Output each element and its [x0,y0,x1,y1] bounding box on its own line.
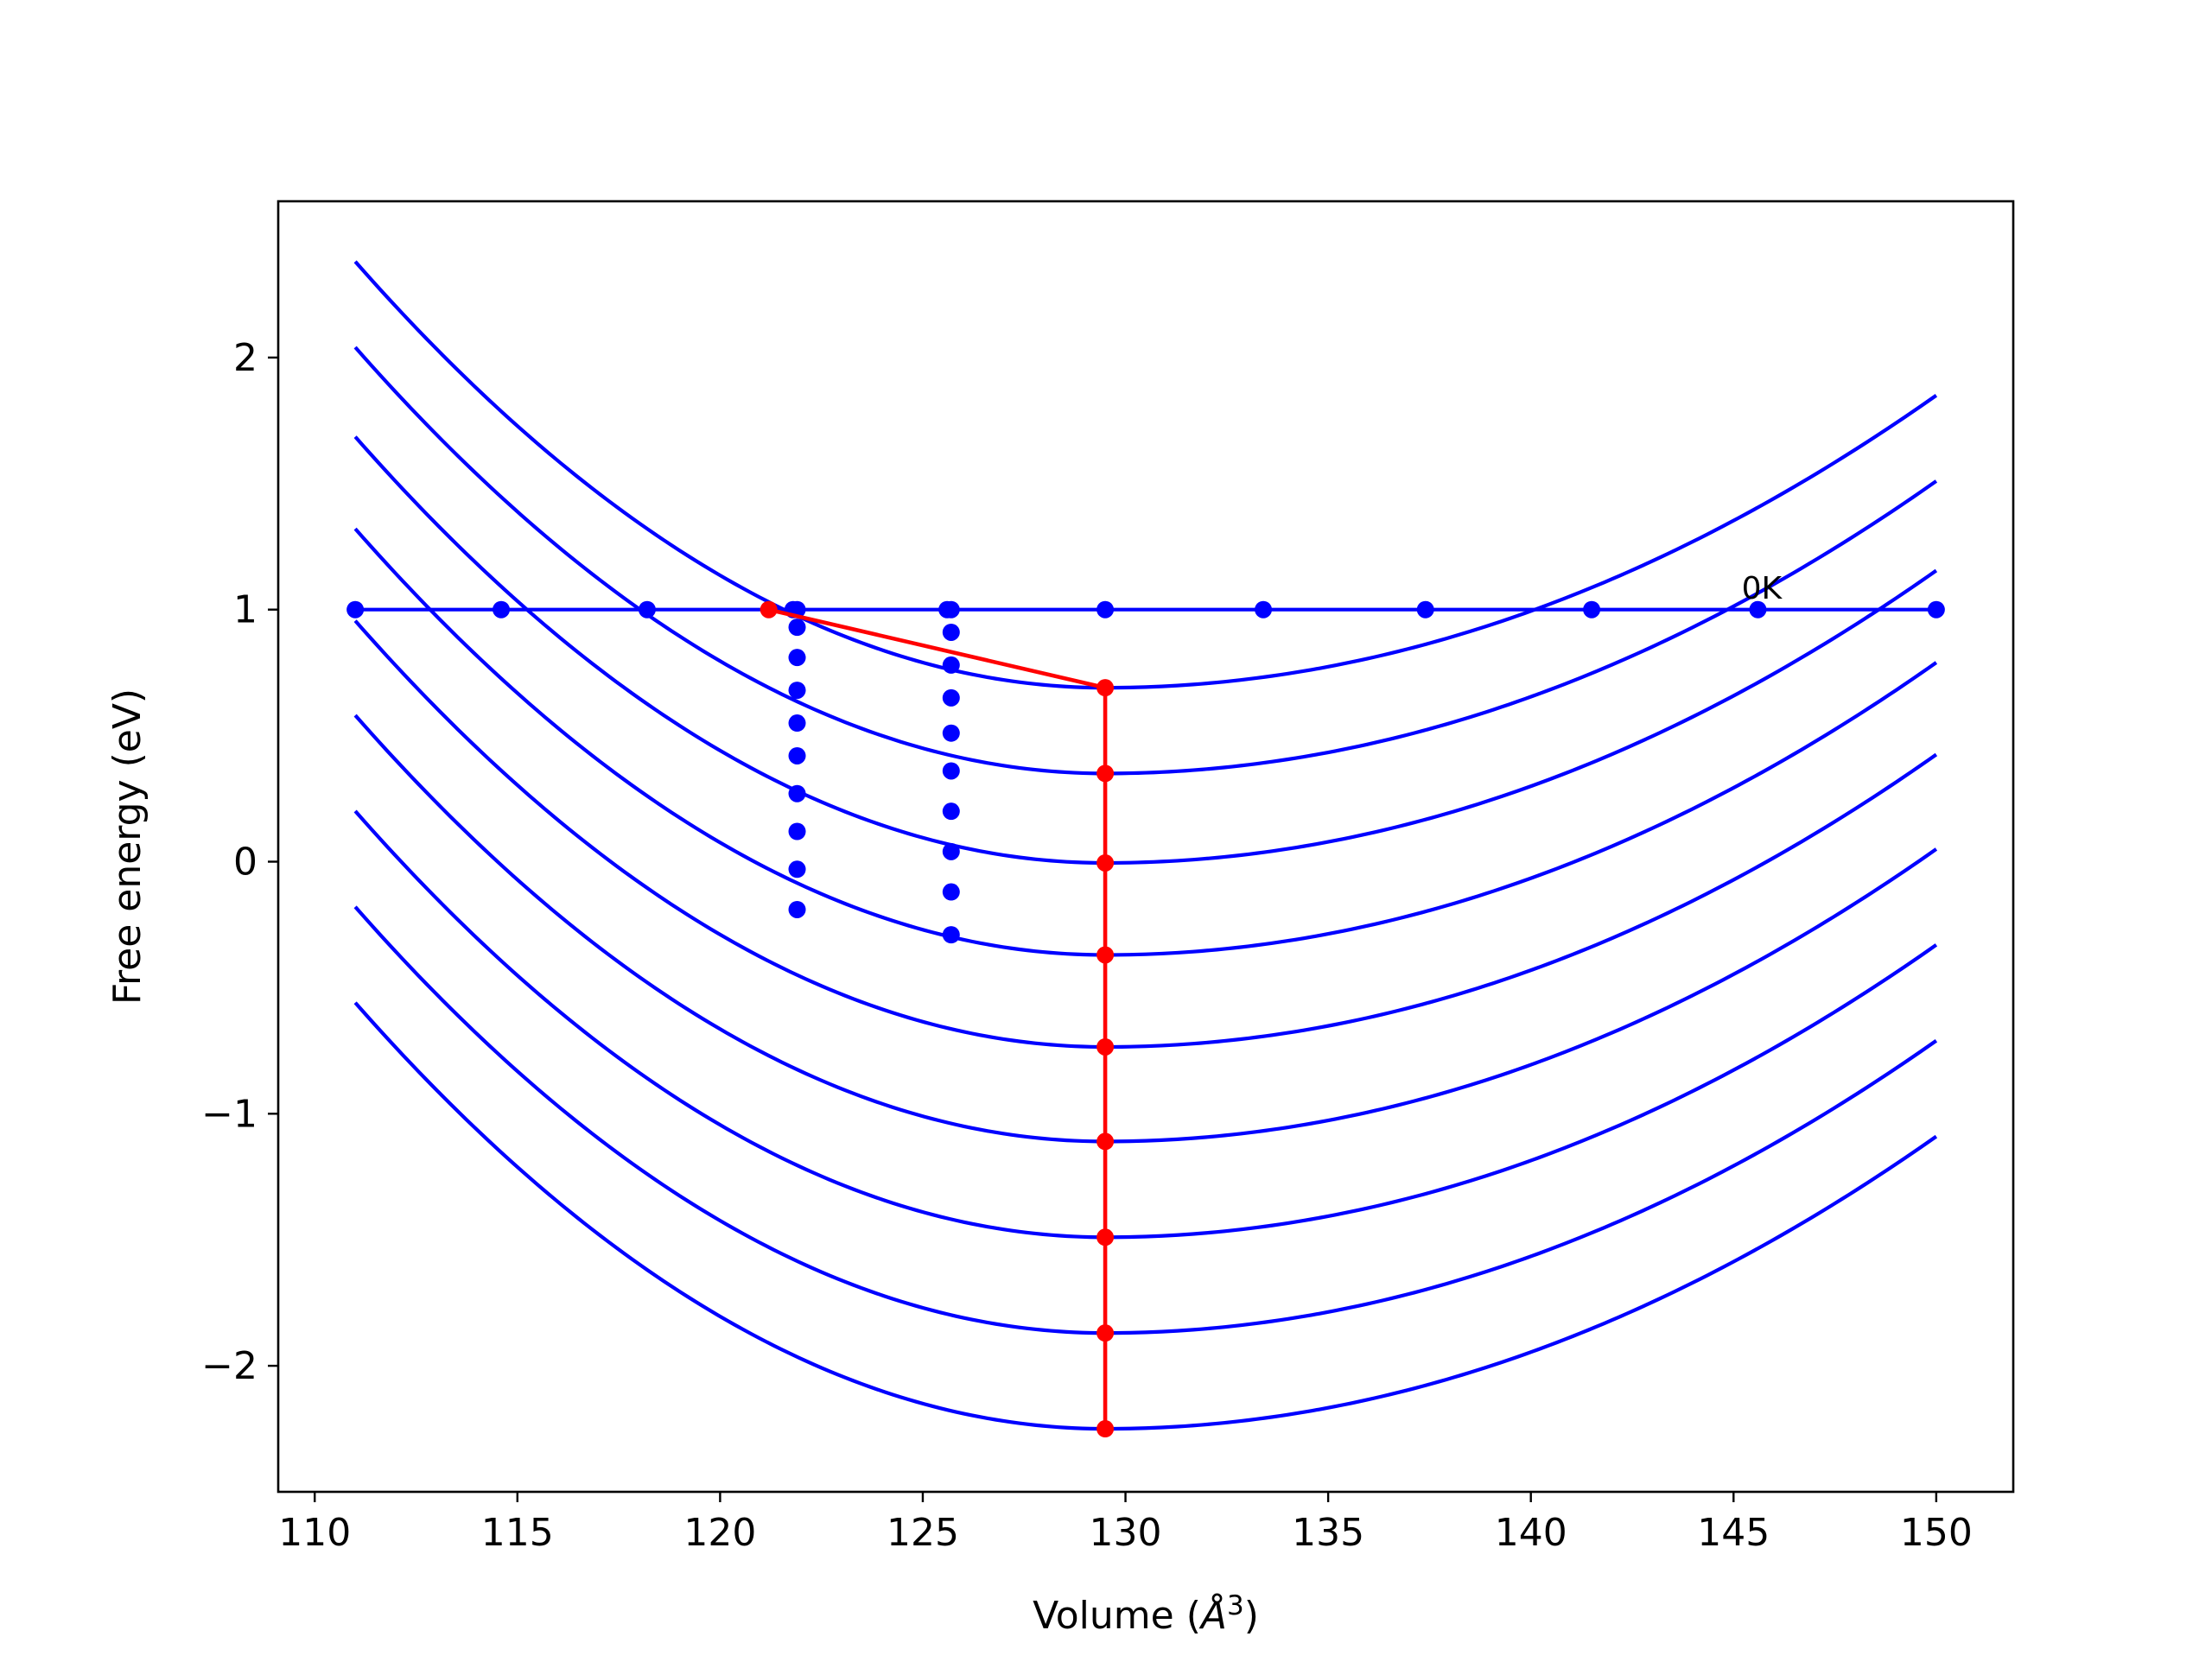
dotted-column-2-point-4 [942,688,960,707]
dotted-column-2-point-6 [942,762,960,780]
red-path-group [760,600,1115,1438]
curve-5 [353,619,1938,1050]
red-path-point-1 [760,600,778,618]
dotted-column-1-point-3 [788,649,806,667]
horizontal-line-group [346,600,1945,618]
x-tick-label-130: 130 [1090,1511,1162,1555]
red-path-point-6 [1096,1037,1115,1056]
dotted-column-2-point-7 [942,802,960,821]
dotted-column-1-point-6 [788,746,806,764]
x-axis-label-symbol: Å [1198,1592,1227,1638]
dotted-column-2-point-1 [942,600,960,618]
dotted-column-2-point-2 [942,623,960,641]
dotted-column-1-point-5 [788,714,806,733]
red-path-line [768,607,1108,1430]
x-axis-label-suffix: ) [1244,1594,1259,1638]
horizontal-line-point-1 [346,600,365,618]
y-tick-label--1: −1 [201,1092,257,1136]
curve-6 [353,714,1938,1144]
horizontal-line-point-9 [1583,600,1601,618]
dotted-column-2-point-9 [942,883,960,901]
horizontal-line-point-7 [1255,600,1273,618]
x-tick-label-110: 110 [278,1511,351,1555]
dotted-column-1-point-10 [788,900,806,918]
curve-7 [353,809,1938,1240]
red-path-point-7 [1096,1132,1115,1151]
horizontal-line-point-11 [1927,600,1945,618]
dotted-column-2-point-5 [942,724,960,742]
x-axis-label-text: Volume ( [1033,1594,1201,1638]
horizontal-line-point-6 [1096,600,1115,618]
x-tick-label-150: 150 [1900,1511,1973,1555]
dotted-column-2-point-10 [942,926,960,944]
curve-1 [353,260,1938,690]
x-tick-label-115: 115 [481,1511,554,1555]
x-axis-label: Volume (Å3) [1033,1590,1259,1638]
x-tick-label-140: 140 [1495,1511,1567,1555]
dotted-column-2-point-8 [942,842,960,860]
curve-9 [353,1001,1938,1431]
red-path-point-2 [1096,679,1115,697]
x-tick-label-120: 120 [683,1511,756,1555]
y-axis-label: Free energy (eV) [105,688,149,1005]
y-tick-label-0: 0 [233,841,257,885]
dotted-column-1-point-4 [788,682,806,700]
curve-8 [353,905,1938,1335]
red-path-point-5 [1096,946,1115,964]
y-tick-label--2: −2 [201,1344,257,1388]
red-path-point-9 [1096,1324,1115,1342]
x-axis-label-exponent: 3 [1227,1590,1244,1621]
plot-frame [276,200,2015,1494]
y-tick-label-2: 2 [233,336,257,380]
annotation-0k: 0K [1742,571,1783,606]
horizontal-line-point-8 [1416,600,1434,618]
dotted-columns-group [788,600,960,944]
dotted-column-1-point-2 [788,618,806,637]
curve-2 [353,346,1938,776]
x-ticks-group: 110 115 120 125 130 135 140 145 150 [278,1492,1973,1555]
dotted-column-1-point-8 [788,822,806,841]
red-path-point-3 [1096,764,1115,783]
red-path-point-10 [1096,1420,1115,1438]
horizontal-line-point-2 [493,600,511,618]
red-path-point-4 [1096,853,1115,872]
x-tick-label-135: 135 [1292,1511,1364,1555]
x-tick-label-145: 145 [1697,1511,1770,1555]
x-tick-label-125: 125 [887,1511,959,1555]
dotted-column-1-point-9 [788,860,806,879]
curve-4 [353,527,1938,957]
horizontal-line-point-10 [1749,600,1767,618]
red-path-point-8 [1096,1228,1115,1246]
dotted-column-1-point-7 [788,784,806,802]
y-ticks-group: −2 −1 0 1 2 [201,336,278,1388]
y-tick-label-1: 1 [233,588,257,632]
horizontal-line-point-3 [638,600,656,618]
curves-group [353,260,1938,1431]
dotted-column-2-point-3 [942,656,960,674]
curve-3 [353,435,1938,866]
